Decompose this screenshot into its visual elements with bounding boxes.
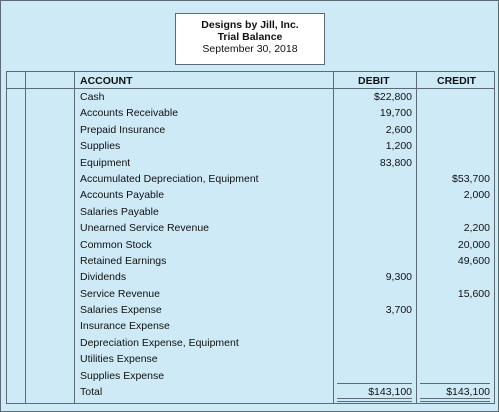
debit-amount: $22,800 xyxy=(374,91,412,103)
table-row: Utilities Expense xyxy=(7,351,494,367)
table-row: Service Revenue 15,600 xyxy=(7,286,494,302)
debit-total-underline xyxy=(337,383,412,384)
report-date: September 30, 2018 xyxy=(202,43,298,55)
table-row: Unearned Service Revenue 2,200 xyxy=(7,220,494,236)
left-margin-divider-2 xyxy=(74,72,75,403)
account-name: Total xyxy=(80,386,103,399)
trial-balance-table: ACCOUNT DEBIT CREDIT Cash $22,800 Accounts… xyxy=(6,71,495,404)
table-row: Supplies Expense xyxy=(7,368,494,384)
credit-amount: 20,000 xyxy=(457,238,490,251)
debit-column-header: DEBIT xyxy=(358,75,390,87)
debit-amount: 83,800 xyxy=(379,156,412,169)
left-margin-divider-1 xyxy=(25,72,26,403)
debit-amount: 19,700 xyxy=(379,107,412,120)
account-name: Accounts Receivable xyxy=(80,107,179,120)
table-row: Supplies 1,200 xyxy=(7,138,494,154)
table-row: Cash $22,800 xyxy=(7,89,494,105)
company-name: Designs by Jill, Inc. xyxy=(201,19,299,31)
account-name: Supplies Expense xyxy=(80,369,165,382)
account-name: Accumulated Depreciation, Equipment xyxy=(80,172,259,185)
credit-amount: 2,000 xyxy=(463,189,490,202)
table-row: Common Stock 20,000 xyxy=(7,237,494,253)
header-separator xyxy=(7,88,494,89)
account-name: Salaries Payable xyxy=(80,205,159,218)
account-column-header: ACCOUNT xyxy=(80,75,133,87)
debit-amount: 2,600 xyxy=(385,123,412,136)
account-name: Prepaid Insurance xyxy=(80,123,166,136)
account-rows: Cash $22,800 Accounts Receivable 19,700 Prep… xyxy=(7,89,494,400)
table-row: Retained Earnings 49,600 xyxy=(7,253,494,269)
credit-amount: 49,600 xyxy=(457,254,490,267)
account-name: Insurance Expense xyxy=(80,320,170,333)
credit-column-header: CREDIT xyxy=(437,75,477,87)
table-row: Depreciation Expense, Equipment xyxy=(7,335,494,351)
account-name: Service Revenue xyxy=(80,287,160,300)
account-name: Accounts Payable xyxy=(80,189,165,202)
account-name: Unearned Service Revenue xyxy=(80,222,209,235)
credit-amount: 2,200 xyxy=(463,222,490,235)
account-name: Cash xyxy=(80,91,105,103)
table-row: Insurance Expense xyxy=(7,318,494,334)
debit-amount: 9,300 xyxy=(385,271,412,284)
credit-total-underline xyxy=(420,383,490,384)
account-name: Retained Earnings xyxy=(80,254,167,267)
account-name: Supplies xyxy=(80,140,121,153)
account-name: Utilities Expense xyxy=(80,353,158,366)
table-row: Accounts Receivable 19,700 xyxy=(7,105,494,121)
report-title: Trial Balance xyxy=(217,31,283,43)
credit-column-divider xyxy=(416,72,417,403)
account-name: Common Stock xyxy=(80,238,152,251)
table-row: Salaries Payable xyxy=(7,204,494,220)
credit-amount: 15,600 xyxy=(457,287,490,300)
debit-amount: $143,100 xyxy=(368,386,412,399)
table-row: Accounts Payable 2,000 xyxy=(7,187,494,203)
report-header: Designs by Jill, Inc. Trial Balance Sept… xyxy=(175,13,325,65)
account-name: Dividends xyxy=(80,271,127,284)
total-row: Total $143,100 $143,100 xyxy=(7,384,494,400)
table-row: Equipment 83,800 xyxy=(7,155,494,171)
account-name: Depreciation Expense, Equipment xyxy=(80,336,239,349)
credit-total-double-underline xyxy=(420,398,490,402)
debit-column-divider xyxy=(333,72,334,403)
account-name: Salaries Expense xyxy=(80,304,162,317)
table-row: Salaries Expense 3,700 xyxy=(7,302,494,318)
debit-amount: 3,700 xyxy=(385,304,412,317)
table-row: Accumulated Depreciation, Equipment $53,7… xyxy=(7,171,494,187)
table-row: Dividends 9,300 xyxy=(7,269,494,285)
debit-total-double-underline xyxy=(337,398,412,402)
credit-amount: $143,100 xyxy=(446,386,490,399)
account-name: Equipment xyxy=(80,156,131,169)
credit-amount: $53,700 xyxy=(452,172,490,185)
debit-amount: 1,200 xyxy=(385,140,412,153)
table-row: Prepaid Insurance 2,600 xyxy=(7,122,494,138)
